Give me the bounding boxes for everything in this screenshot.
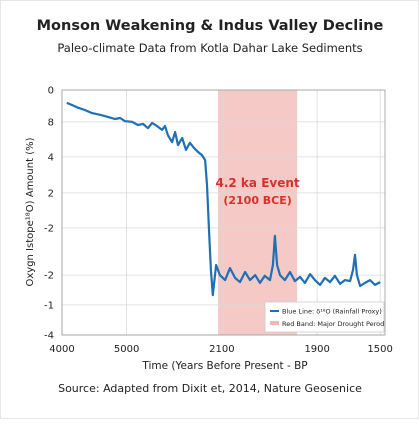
y-tick-label: 8 (48, 117, 54, 128)
x-tick-label: 2100 (209, 344, 234, 355)
legend-box (264, 301, 385, 333)
plot-border (61, 89, 386, 336)
source-note: Source: Adapted from Dixit et, 2014, Nat… (58, 382, 362, 395)
annotation: 4.2 ka Event (216, 176, 300, 190)
data-line (66, 101, 381, 297)
legend-swatch (270, 321, 279, 325)
y-tick-label: 0 (48, 86, 54, 97)
chart-title: Monson Weakening & Indus Valley Decline (37, 18, 384, 34)
chart-subtitle: Paleo-climate Data from Kotla Dahar Lake… (57, 41, 362, 55)
y-tick-label: 2 (48, 188, 54, 199)
legend-label: Red Band: Major Drought Perod (282, 320, 384, 328)
legend-label: Blue Line: δ¹⁸O (Rainfall Proxy) (282, 308, 382, 316)
highlight-band (218, 90, 298, 335)
x-axis-label: Time (Years Before Present - BP (141, 360, 307, 372)
x-tick-label: 1900 (304, 344, 329, 355)
x-tick-label: 4000 (49, 344, 74, 355)
y-tick-label: -1 (44, 300, 54, 311)
x-tick-label: 5000 (114, 344, 139, 355)
y-axis-label: Oxygn Istope¹⁸O) Amount (%) (25, 137, 36, 286)
x-tick-label: 1500 (367, 344, 392, 355)
y-tick-label: -2 (44, 271, 54, 282)
annotation: (2100 BCE) (223, 194, 291, 207)
y-tick-label: -4 (44, 331, 54, 342)
y-tick-label: 4 (48, 152, 54, 163)
y-tick-label: -2 (44, 223, 54, 234)
